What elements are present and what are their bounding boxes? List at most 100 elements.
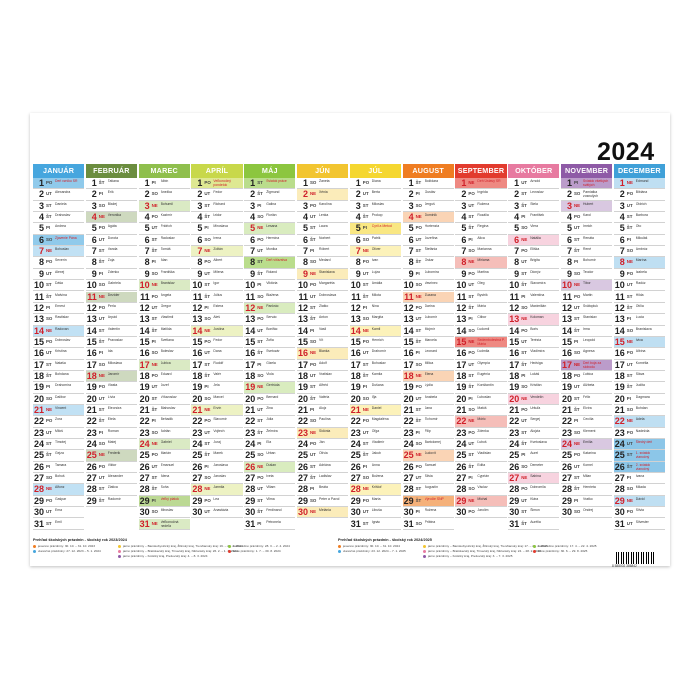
day-number: 7 bbox=[619, 246, 625, 257]
day-number: 15 bbox=[403, 336, 414, 347]
day-number: 10 bbox=[298, 280, 309, 291]
name-day: Edmund bbox=[635, 179, 649, 183]
month-header: MAREC bbox=[138, 164, 190, 178]
day-number: 10 bbox=[139, 280, 150, 291]
day-number: 22 bbox=[562, 416, 573, 427]
day-row: 5 PI Andrea bbox=[33, 223, 85, 235]
day-number: 4 bbox=[355, 212, 361, 223]
weekday-label: ST bbox=[468, 372, 475, 378]
day-row: 19 SO Kristián bbox=[508, 382, 560, 394]
day-row: 19 UT Jozef bbox=[138, 382, 190, 394]
weekday-label: PI bbox=[46, 463, 51, 469]
name-day: Boris bbox=[530, 326, 538, 331]
day-number: 30 bbox=[509, 507, 520, 518]
name-day: Bartolomej bbox=[424, 440, 441, 445]
weekday-label: ST bbox=[362, 202, 369, 208]
day-number: 12 bbox=[192, 302, 203, 313]
name-day: Rastislav bbox=[55, 315, 69, 320]
day-number: 22 bbox=[298, 416, 309, 427]
weekday-label: PI bbox=[574, 259, 579, 265]
day-number: 11 bbox=[87, 291, 97, 302]
name-day: Pravoslav bbox=[107, 337, 123, 342]
day-number: 9 bbox=[566, 268, 572, 279]
day-row: 19 PI Dušana bbox=[349, 382, 401, 394]
day-number: 6 bbox=[144, 234, 150, 245]
weekday-label: PO bbox=[151, 452, 158, 458]
day-number: 21 bbox=[403, 405, 414, 415]
name-day: Božena bbox=[371, 474, 384, 479]
day-row: 8 ŠT Oskar bbox=[402, 257, 454, 269]
day-row: 7 ST Štefánia bbox=[402, 246, 454, 258]
name-day: Marián bbox=[160, 451, 171, 456]
month-column: AUGUST 1 ŠT Božidara 2 PI Gustáv 3 SO Jerguš 4 NE Do… bbox=[402, 164, 454, 538]
name-day: Urban bbox=[266, 451, 276, 456]
day-row: 8 ŠT Zoja bbox=[85, 257, 137, 269]
name-day: Fridrich bbox=[160, 224, 172, 229]
day-row: 27 PO Iveta bbox=[244, 473, 296, 485]
name-day: Ľubomír bbox=[424, 315, 438, 320]
day-number: 20 bbox=[34, 393, 45, 404]
weekday-label: NE bbox=[46, 248, 53, 254]
day-row: 29 PO Marta bbox=[349, 496, 401, 508]
day-row: 6 NE Natália bbox=[508, 234, 560, 247]
legend-color-dot-icon bbox=[33, 544, 36, 548]
day-number: 13 bbox=[192, 314, 203, 325]
day-row: 15 ŠT Marcela bbox=[402, 336, 454, 349]
day-number: 1 bbox=[302, 178, 308, 188]
day-number: 11 bbox=[404, 291, 414, 302]
day-row: 13 SO Margita bbox=[349, 314, 401, 326]
day-number: 30 bbox=[298, 507, 309, 518]
name-day: Servác bbox=[266, 315, 277, 320]
weekday-label: PI bbox=[468, 236, 473, 242]
weekday-label: ŠT bbox=[574, 407, 580, 412]
day-row: 30 PO Silvia bbox=[613, 507, 665, 519]
day-number: 29 bbox=[614, 495, 625, 506]
day-row: 20 ST Víťazoslav bbox=[138, 394, 190, 405]
name-day: Ľuboš bbox=[477, 440, 487, 445]
name-day: Gregor bbox=[160, 303, 172, 308]
day-row: 15 PI Leopold bbox=[561, 337, 613, 349]
day-number: 28 bbox=[614, 484, 625, 495]
day-row: 23 SO Klement bbox=[561, 428, 613, 440]
weekday-label: UT bbox=[521, 418, 528, 424]
weekday-label: PI bbox=[151, 259, 156, 265]
name-day: Olympia bbox=[477, 360, 490, 365]
day-row: 14 ŠT Irma bbox=[561, 326, 613, 337]
name-day: Richard bbox=[213, 201, 226, 206]
name-day: Alžbeta bbox=[583, 383, 595, 388]
day-number: 28 bbox=[298, 484, 309, 495]
holiday-legend: Prehľad školských prázdnin - školský rok… bbox=[33, 538, 667, 564]
name-day: Alena bbox=[160, 474, 170, 479]
day-row: 25 ST 1. sviatok vianočný bbox=[613, 450, 665, 462]
day-row: 2 PI Gustáv bbox=[402, 189, 454, 201]
day-row: 26 PO Samuel bbox=[402, 462, 454, 474]
day-row: 29 NE Dávid bbox=[613, 495, 665, 508]
day-row: 26 PI Jaroslava bbox=[191, 462, 243, 474]
day-number: 19 bbox=[403, 382, 414, 393]
day-number: 17 bbox=[139, 359, 150, 370]
day-number: 7 bbox=[514, 246, 520, 257]
legend-color-dot-icon bbox=[228, 549, 231, 553]
day-row: 8 UT Brigita bbox=[508, 257, 560, 269]
day-row: 7 UT Monika bbox=[244, 246, 296, 258]
day-number: 31 bbox=[350, 518, 361, 529]
day-row: 22 NE Adela bbox=[613, 416, 665, 428]
day-row: 20 PI Ľuboslav bbox=[455, 394, 507, 405]
day-row: 16 SO Boleslav bbox=[138, 348, 190, 360]
day-row: 7 ŠT Tomáš bbox=[138, 246, 190, 258]
day-row: 15 NE Ivica bbox=[613, 336, 665, 349]
weekday-label: PI bbox=[204, 384, 209, 390]
weekday-label: UT bbox=[310, 214, 316, 220]
day-row: 26 ŠT Edita bbox=[455, 462, 507, 474]
day-number: 26 bbox=[509, 461, 520, 472]
weekday-label: NE bbox=[362, 486, 369, 492]
day-number: 4 bbox=[197, 212, 203, 223]
barcode-number: 8 588002 386842 bbox=[612, 564, 637, 568]
day-row: 22 ŠT Etela bbox=[85, 416, 137, 428]
name-day: Ivana bbox=[635, 474, 645, 479]
day-row: 21 UT Zina bbox=[244, 405, 296, 417]
name-day: Vladislav bbox=[477, 451, 491, 456]
weekday-label: ŠT bbox=[415, 338, 422, 344]
name-day: Oľga bbox=[371, 428, 380, 433]
day-number: 21 bbox=[34, 405, 45, 415]
